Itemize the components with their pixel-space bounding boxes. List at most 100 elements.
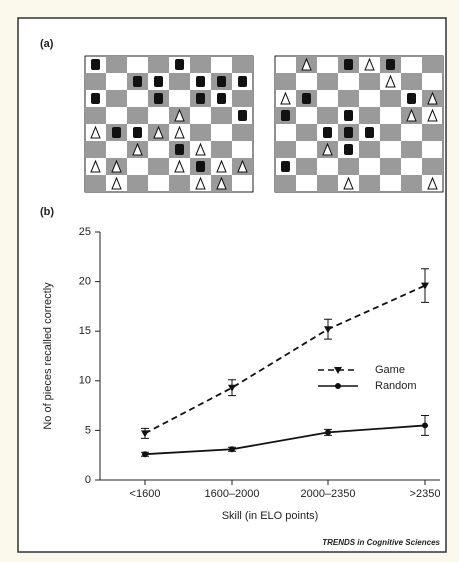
dark-square xyxy=(422,56,443,73)
dark-square xyxy=(190,124,211,141)
dark-square xyxy=(317,73,338,90)
legend-label: Random xyxy=(375,380,417,392)
y-axis-label: No of pieces recalled correctly xyxy=(42,282,54,430)
dark-square xyxy=(317,175,338,192)
chess-piece xyxy=(343,176,354,190)
chess-piece xyxy=(90,125,101,139)
dark-square xyxy=(169,73,190,90)
dark-square xyxy=(401,141,422,158)
chess-piece xyxy=(344,59,353,70)
dark-square xyxy=(380,124,401,141)
legend-label: Game xyxy=(375,364,405,376)
x-tick-label: 1600–2000 xyxy=(204,488,259,500)
chess-piece xyxy=(216,159,227,173)
chess-piece xyxy=(427,108,438,122)
chess-piece xyxy=(406,108,417,122)
chess-piece xyxy=(91,93,100,104)
chess-piece xyxy=(154,76,163,87)
dark-square xyxy=(211,107,232,124)
chess-piece xyxy=(153,125,164,139)
dark-square xyxy=(296,158,317,175)
chess-piece xyxy=(344,144,353,155)
dark-square xyxy=(211,141,232,158)
legend-marker xyxy=(334,367,342,374)
chess-piece xyxy=(281,161,290,172)
chess-piece xyxy=(195,142,206,156)
dark-square xyxy=(422,124,443,141)
chess-piece xyxy=(90,159,101,173)
marker xyxy=(142,451,148,458)
chess-piece xyxy=(281,110,290,121)
chess-piece xyxy=(196,161,205,172)
chess-piece xyxy=(133,76,142,87)
dark-square xyxy=(401,73,422,90)
dark-square xyxy=(232,56,253,73)
dark-square xyxy=(232,90,253,107)
chess-piece xyxy=(344,127,353,138)
chess-piece xyxy=(427,176,438,190)
chess-piece xyxy=(91,59,100,70)
chess-piece xyxy=(322,142,333,156)
dark-square xyxy=(359,141,380,158)
dark-square xyxy=(127,107,148,124)
dark-square xyxy=(380,158,401,175)
chess-piece xyxy=(196,76,205,87)
chess-piece xyxy=(301,57,312,71)
chess-piece xyxy=(238,110,247,121)
dark-square xyxy=(338,158,359,175)
dark-square xyxy=(275,73,296,90)
chess-piece xyxy=(174,108,185,122)
dark-square xyxy=(148,56,169,73)
dark-square xyxy=(106,56,127,73)
x-tick-label: 2000–2350 xyxy=(300,488,355,500)
chess-piece xyxy=(175,144,184,155)
y-tick-label: 25 xyxy=(79,226,91,238)
x-tick-label: <1600 xyxy=(130,488,161,500)
dark-square xyxy=(190,56,211,73)
chess-piece xyxy=(174,125,185,139)
dark-square xyxy=(275,141,296,158)
y-tick-label: 5 xyxy=(85,424,91,436)
marker xyxy=(421,282,429,290)
dark-square xyxy=(317,107,338,124)
dark-square xyxy=(275,175,296,192)
chess-piece xyxy=(195,176,206,190)
chess-piece xyxy=(217,76,226,87)
chess-piece xyxy=(302,93,311,104)
panel-label: (b) xyxy=(40,206,54,218)
chess-piece xyxy=(111,159,122,173)
footer: TRENDS in Cognitive Sciences xyxy=(322,538,440,547)
y-tick-label: 0 xyxy=(85,474,91,486)
marker xyxy=(325,429,331,436)
y-tick-label: 20 xyxy=(79,276,91,288)
dark-square xyxy=(422,158,443,175)
marker xyxy=(228,384,236,392)
dark-square xyxy=(85,107,106,124)
chess-piece xyxy=(323,127,332,138)
dark-square xyxy=(359,175,380,192)
y-tick-label: 15 xyxy=(79,325,91,337)
marker xyxy=(324,326,332,334)
dark-square xyxy=(380,90,401,107)
chess-piece xyxy=(196,93,205,104)
dark-square xyxy=(85,175,106,192)
dark-square xyxy=(338,90,359,107)
chess-piece xyxy=(364,57,375,71)
marker xyxy=(141,430,149,438)
chess-piece xyxy=(238,76,247,87)
dark-square xyxy=(85,141,106,158)
marker xyxy=(422,422,428,429)
dark-square xyxy=(148,158,169,175)
legend-marker xyxy=(335,383,341,389)
x-axis-label: Skill (in ELO points) xyxy=(222,510,319,522)
chess-piece xyxy=(407,93,416,104)
chess-piece xyxy=(385,74,396,88)
chess-piece xyxy=(132,142,143,156)
dark-square xyxy=(359,73,380,90)
chess-piece xyxy=(112,127,121,138)
series-line xyxy=(144,424,426,456)
chess-piece xyxy=(175,59,184,70)
y-tick-label: 10 xyxy=(79,375,91,387)
